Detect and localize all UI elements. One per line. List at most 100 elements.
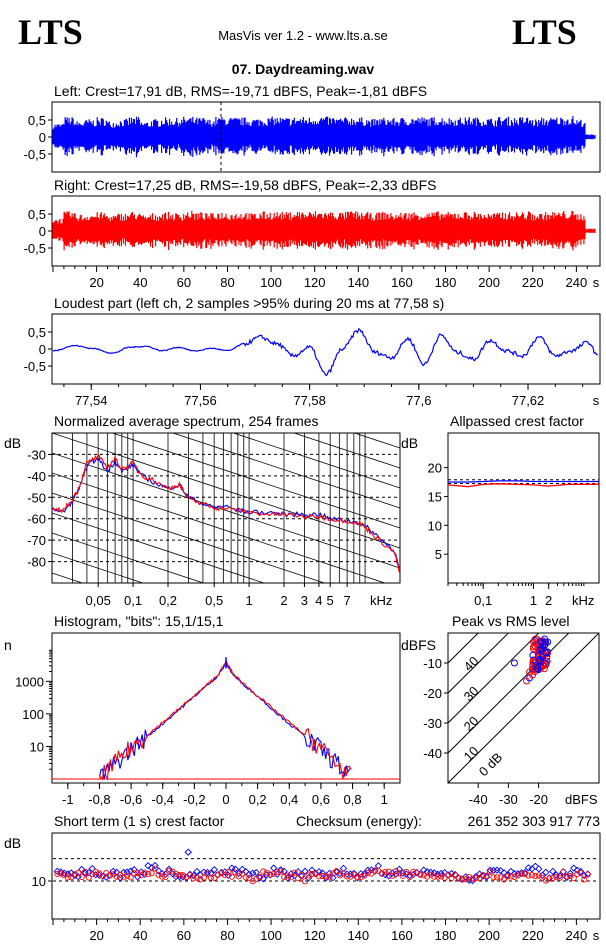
right-crest-point	[371, 867, 378, 874]
left-crest-point	[277, 866, 285, 874]
right-crest-point	[152, 865, 159, 872]
left-crest-point	[81, 869, 89, 877]
right-crest-point	[507, 873, 515, 880]
x-tick-label: 60	[177, 275, 191, 290]
pvr-point	[543, 653, 551, 661]
right-crest-point	[274, 869, 281, 876]
left-crest-point	[336, 869, 344, 878]
right-crest-point	[486, 868, 494, 875]
left-crest-point	[189, 871, 198, 880]
slope-line	[52, 512, 266, 583]
y-tick-label: 10	[428, 518, 442, 533]
right-crest-point	[553, 873, 560, 880]
right-crest-point	[172, 870, 180, 877]
left-crest-point	[395, 865, 403, 873]
x-tick-label: 200	[478, 928, 500, 943]
right-crest-point	[500, 876, 508, 883]
left-crest-point	[577, 867, 585, 876]
x-tick-label: -0,2	[183, 792, 205, 807]
pvr-xunit: dBFS	[565, 792, 598, 807]
x-tick-label: s	[593, 393, 600, 408]
y-tick-label: -40	[423, 746, 442, 761]
y-tick-label: -50	[27, 490, 46, 505]
left-crest-point	[231, 865, 239, 873]
x-tick-label: -20	[529, 792, 548, 807]
right-pvr-point	[523, 677, 531, 685]
x-tick-label: 77,58	[293, 393, 326, 408]
x-tick-label: 0,05	[86, 593, 111, 608]
shortterm-ylabel: dB	[4, 835, 21, 851]
x-tick-label: 0,8	[344, 792, 362, 807]
slope-line	[52, 492, 326, 583]
x-tick-label: 60	[177, 928, 191, 943]
right-crest-point	[162, 873, 169, 881]
right-crest-point	[179, 872, 187, 879]
right-crest-point	[64, 874, 71, 881]
slope-line	[52, 313, 400, 428]
right-crest-point	[385, 868, 392, 875]
slope-line	[52, 532, 205, 583]
y-tick-label: -0,5	[24, 241, 46, 256]
right-crest-point	[410, 868, 417, 875]
app-title: MasVis ver 1.2 - www.lts.a.se	[218, 28, 388, 43]
slope-line	[52, 452, 400, 569]
left-crest-point	[482, 873, 491, 881]
left-crest-point	[461, 873, 470, 881]
slope-line	[232, 433, 400, 489]
left-crest-point	[496, 866, 505, 875]
right-crest-point	[85, 874, 92, 881]
left-crest-point	[245, 870, 253, 879]
x-tick-label: 1	[381, 792, 388, 807]
right-crest-point	[75, 869, 82, 876]
pvr-point	[530, 638, 538, 646]
right-crest-point	[295, 875, 302, 882]
right-crest-point	[403, 868, 410, 876]
left-crest-point	[113, 868, 121, 876]
right-crest-point	[284, 872, 291, 879]
loudest-title: Loudest part (left ch, 2 samples >95% du…	[54, 295, 444, 311]
left-crest-point	[151, 861, 159, 870]
x-tick-label: -1	[62, 792, 74, 807]
x-tick-label: 0,1	[124, 593, 142, 608]
y-tick-label: 0	[39, 130, 46, 145]
waveform-trace	[52, 116, 596, 158]
right-crest-point	[518, 870, 525, 877]
right-crest-point	[466, 873, 473, 881]
right-crest-point	[127, 874, 134, 881]
right-crest-point	[563, 873, 570, 880]
x-tick-label: 240	[566, 275, 588, 290]
pvr-point	[537, 638, 545, 646]
y-tick-label: 100	[22, 707, 44, 722]
right-crest-point	[459, 876, 466, 883]
pvr-point	[543, 657, 551, 665]
shortterm-title: Short term (1 s) crest factor	[54, 813, 225, 829]
x-tick-label: 180	[435, 275, 457, 290]
slope-line	[171, 433, 400, 509]
right-crest-point	[158, 873, 166, 880]
left-crest-curve	[448, 480, 599, 483]
spectrum-title: Normalized average spectrum, 254 frames	[54, 413, 319, 429]
right-crest-point	[511, 873, 518, 881]
x-tick-label: 1	[530, 593, 537, 608]
pvr-point	[529, 657, 537, 665]
left-crest-point	[437, 869, 445, 878]
left-crest-point	[144, 861, 152, 870]
right-crest-point	[260, 868, 267, 875]
slope-line	[52, 472, 387, 583]
right-crest-point	[78, 873, 85, 881]
right-crest-point	[281, 873, 288, 880]
right-crest-point	[239, 870, 246, 877]
left-crest-point	[252, 868, 260, 877]
right-crest-point	[364, 869, 371, 876]
x-tick-label: s	[593, 928, 600, 943]
slope-line	[111, 433, 400, 529]
right-crest-point	[197, 876, 204, 883]
right-crest-point	[549, 874, 556, 882]
x-tick-label: 3	[301, 593, 308, 608]
right-spectrum	[52, 453, 400, 573]
left-crest-point	[329, 874, 337, 882]
x-tick-label: 120	[304, 275, 326, 290]
x-tick-label: 20	[89, 928, 103, 943]
right-crest-point	[148, 870, 155, 877]
